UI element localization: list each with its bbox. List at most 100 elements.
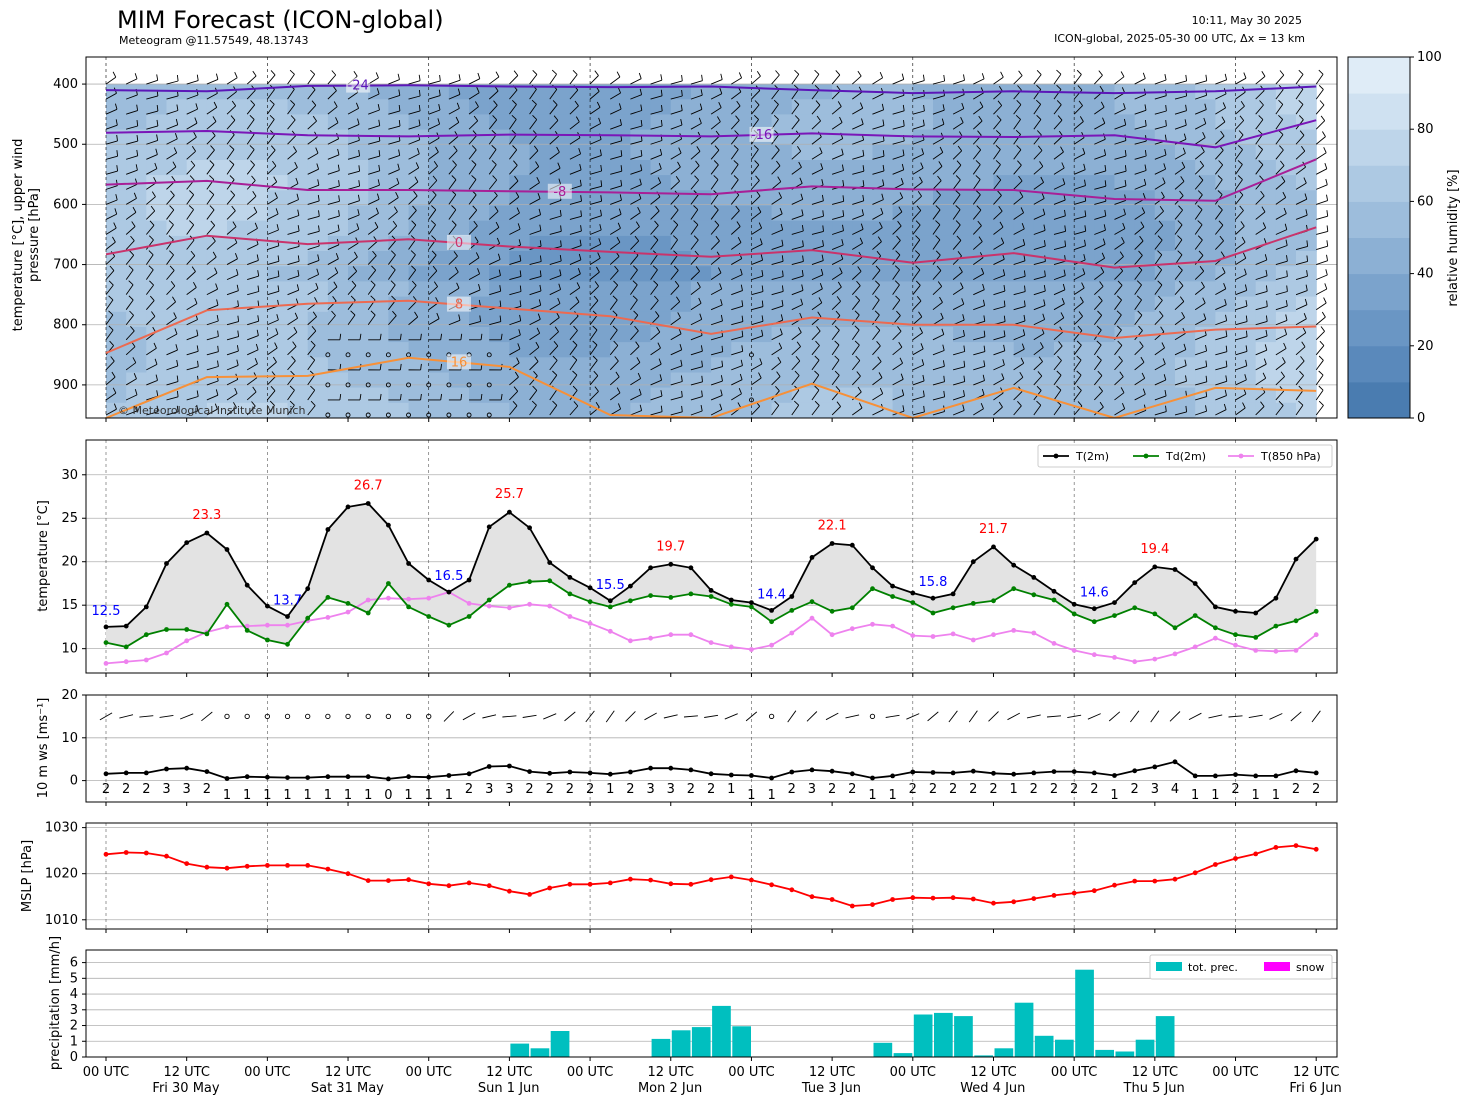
humidity-cell	[348, 387, 369, 404]
wind-barb-flag	[1019, 371, 1024, 378]
humidity-cell	[791, 99, 813, 116]
legend-marker	[1238, 453, 1244, 459]
td2m-point	[224, 601, 230, 607]
wind-barb	[892, 94, 905, 100]
wind-barb-flag	[1262, 222, 1267, 229]
wind-barb	[1174, 269, 1183, 280]
wind-barb-flag	[1220, 251, 1225, 257]
humidity-cell	[1094, 266, 1116, 282]
humidity-cell	[912, 372, 934, 389]
humidity-cell	[1275, 342, 1297, 358]
wind-barb-flag	[660, 74, 663, 81]
humidity-cell	[1094, 205, 1116, 222]
t850-point	[1293, 648, 1299, 653]
wind-barb-flag	[1103, 149, 1107, 156]
wind-barb	[589, 215, 602, 220]
wind-barb-flag	[1016, 145, 1022, 151]
humidity-cell	[1054, 144, 1075, 161]
wind-barb-flag	[942, 344, 945, 351]
wind-barb-flag	[1122, 222, 1126, 229]
wind-barb-flag	[794, 69, 800, 75]
wind-barb-flag	[1200, 146, 1205, 152]
wind-barb	[663, 714, 678, 719]
wind-barb-flag	[821, 254, 824, 261]
wind-barb-flag	[862, 149, 865, 156]
wind-barb-flag	[612, 310, 618, 316]
humidity-cell	[448, 402, 470, 418]
precip-bar	[893, 1053, 913, 1057]
wind-barb-flag	[573, 401, 579, 407]
humidity-cell	[569, 99, 591, 116]
wind-speed-label: 2	[989, 782, 997, 797]
wind-barb-flag	[857, 266, 862, 272]
humidity-cell	[590, 175, 611, 191]
wind-barb	[408, 110, 421, 115]
wind-barb-flag	[1326, 194, 1329, 201]
y-tick-label: 0	[70, 1050, 78, 1065]
wind-barb	[1114, 314, 1122, 325]
wind-barb	[993, 406, 1003, 416]
max-temp-label: 19.4	[1140, 542, 1169, 557]
wind-barb	[145, 269, 154, 280]
wind-barb	[1295, 332, 1307, 341]
wind-barb-flag	[1120, 71, 1125, 77]
wind-barb-flag	[573, 325, 578, 331]
wind-barb	[468, 194, 477, 205]
wind-barb	[1195, 109, 1207, 115]
humidity-cell	[791, 342, 813, 358]
wind-barb	[791, 230, 804, 235]
wind-barb-flag	[558, 283, 562, 290]
mslp-point	[870, 902, 875, 907]
humidity-cell	[973, 402, 995, 418]
humidity-cell	[993, 402, 1015, 418]
humidity-cell	[1074, 281, 1095, 298]
wind-barb	[1235, 179, 1243, 190]
humidity-cell	[832, 99, 853, 116]
wind-barb	[448, 287, 460, 296]
wind-barb-flag	[795, 356, 801, 362]
wind-barb	[1295, 318, 1307, 326]
wind-barb-flag	[1056, 370, 1062, 376]
humidity-cell	[126, 129, 147, 146]
wind-barb-flag	[1144, 104, 1147, 111]
wind-barb	[186, 271, 196, 280]
humidity-cell	[227, 144, 248, 161]
wind-barb-flag	[111, 371, 116, 378]
humidity-cell	[973, 342, 995, 358]
wind-barb-flag	[270, 70, 276, 76]
wind-barb	[927, 711, 939, 722]
wind-barb-flag	[862, 165, 865, 172]
x-tick-label: 00 UTC	[728, 1065, 774, 1080]
axes-frame	[85, 56, 1338, 419]
wind-barb	[670, 138, 682, 145]
wind-barb	[751, 259, 763, 265]
humidity-cell	[630, 114, 652, 131]
wind-speed-point	[305, 775, 311, 780]
wind-barb-flag	[915, 280, 921, 286]
plot-background	[86, 823, 1337, 929]
wind-barb	[347, 139, 360, 145]
wind-barb-flag	[112, 236, 116, 243]
wind-barb	[710, 121, 721, 130]
wind-barb	[186, 165, 196, 175]
wind-barb	[549, 345, 559, 356]
wind-speed-label: 1	[1272, 788, 1280, 803]
wind-speed-point	[123, 770, 129, 776]
x-tick-date-label: Tue 3 Jun	[801, 1081, 861, 1096]
wind-barb-flag	[1285, 314, 1288, 321]
humidity-cell	[408, 342, 430, 358]
humidity-cell	[1154, 402, 1176, 418]
y-tick-label: 2	[70, 1019, 78, 1034]
wind-barb-flag	[693, 220, 699, 226]
precip-bar	[510, 1043, 530, 1057]
wind-barb-flag	[398, 149, 401, 156]
wind-barb-flag	[539, 224, 542, 231]
wind-barb	[569, 89, 579, 100]
wind-barb-flag	[270, 145, 276, 151]
wind-barb	[1275, 149, 1284, 160]
y-tick-label: 10	[61, 642, 78, 657]
wind-barb-flag	[897, 220, 902, 227]
td2m-point	[849, 605, 855, 611]
wind-barb-flag	[249, 114, 255, 120]
x-tick-label: 12 UTC	[163, 1065, 209, 1080]
